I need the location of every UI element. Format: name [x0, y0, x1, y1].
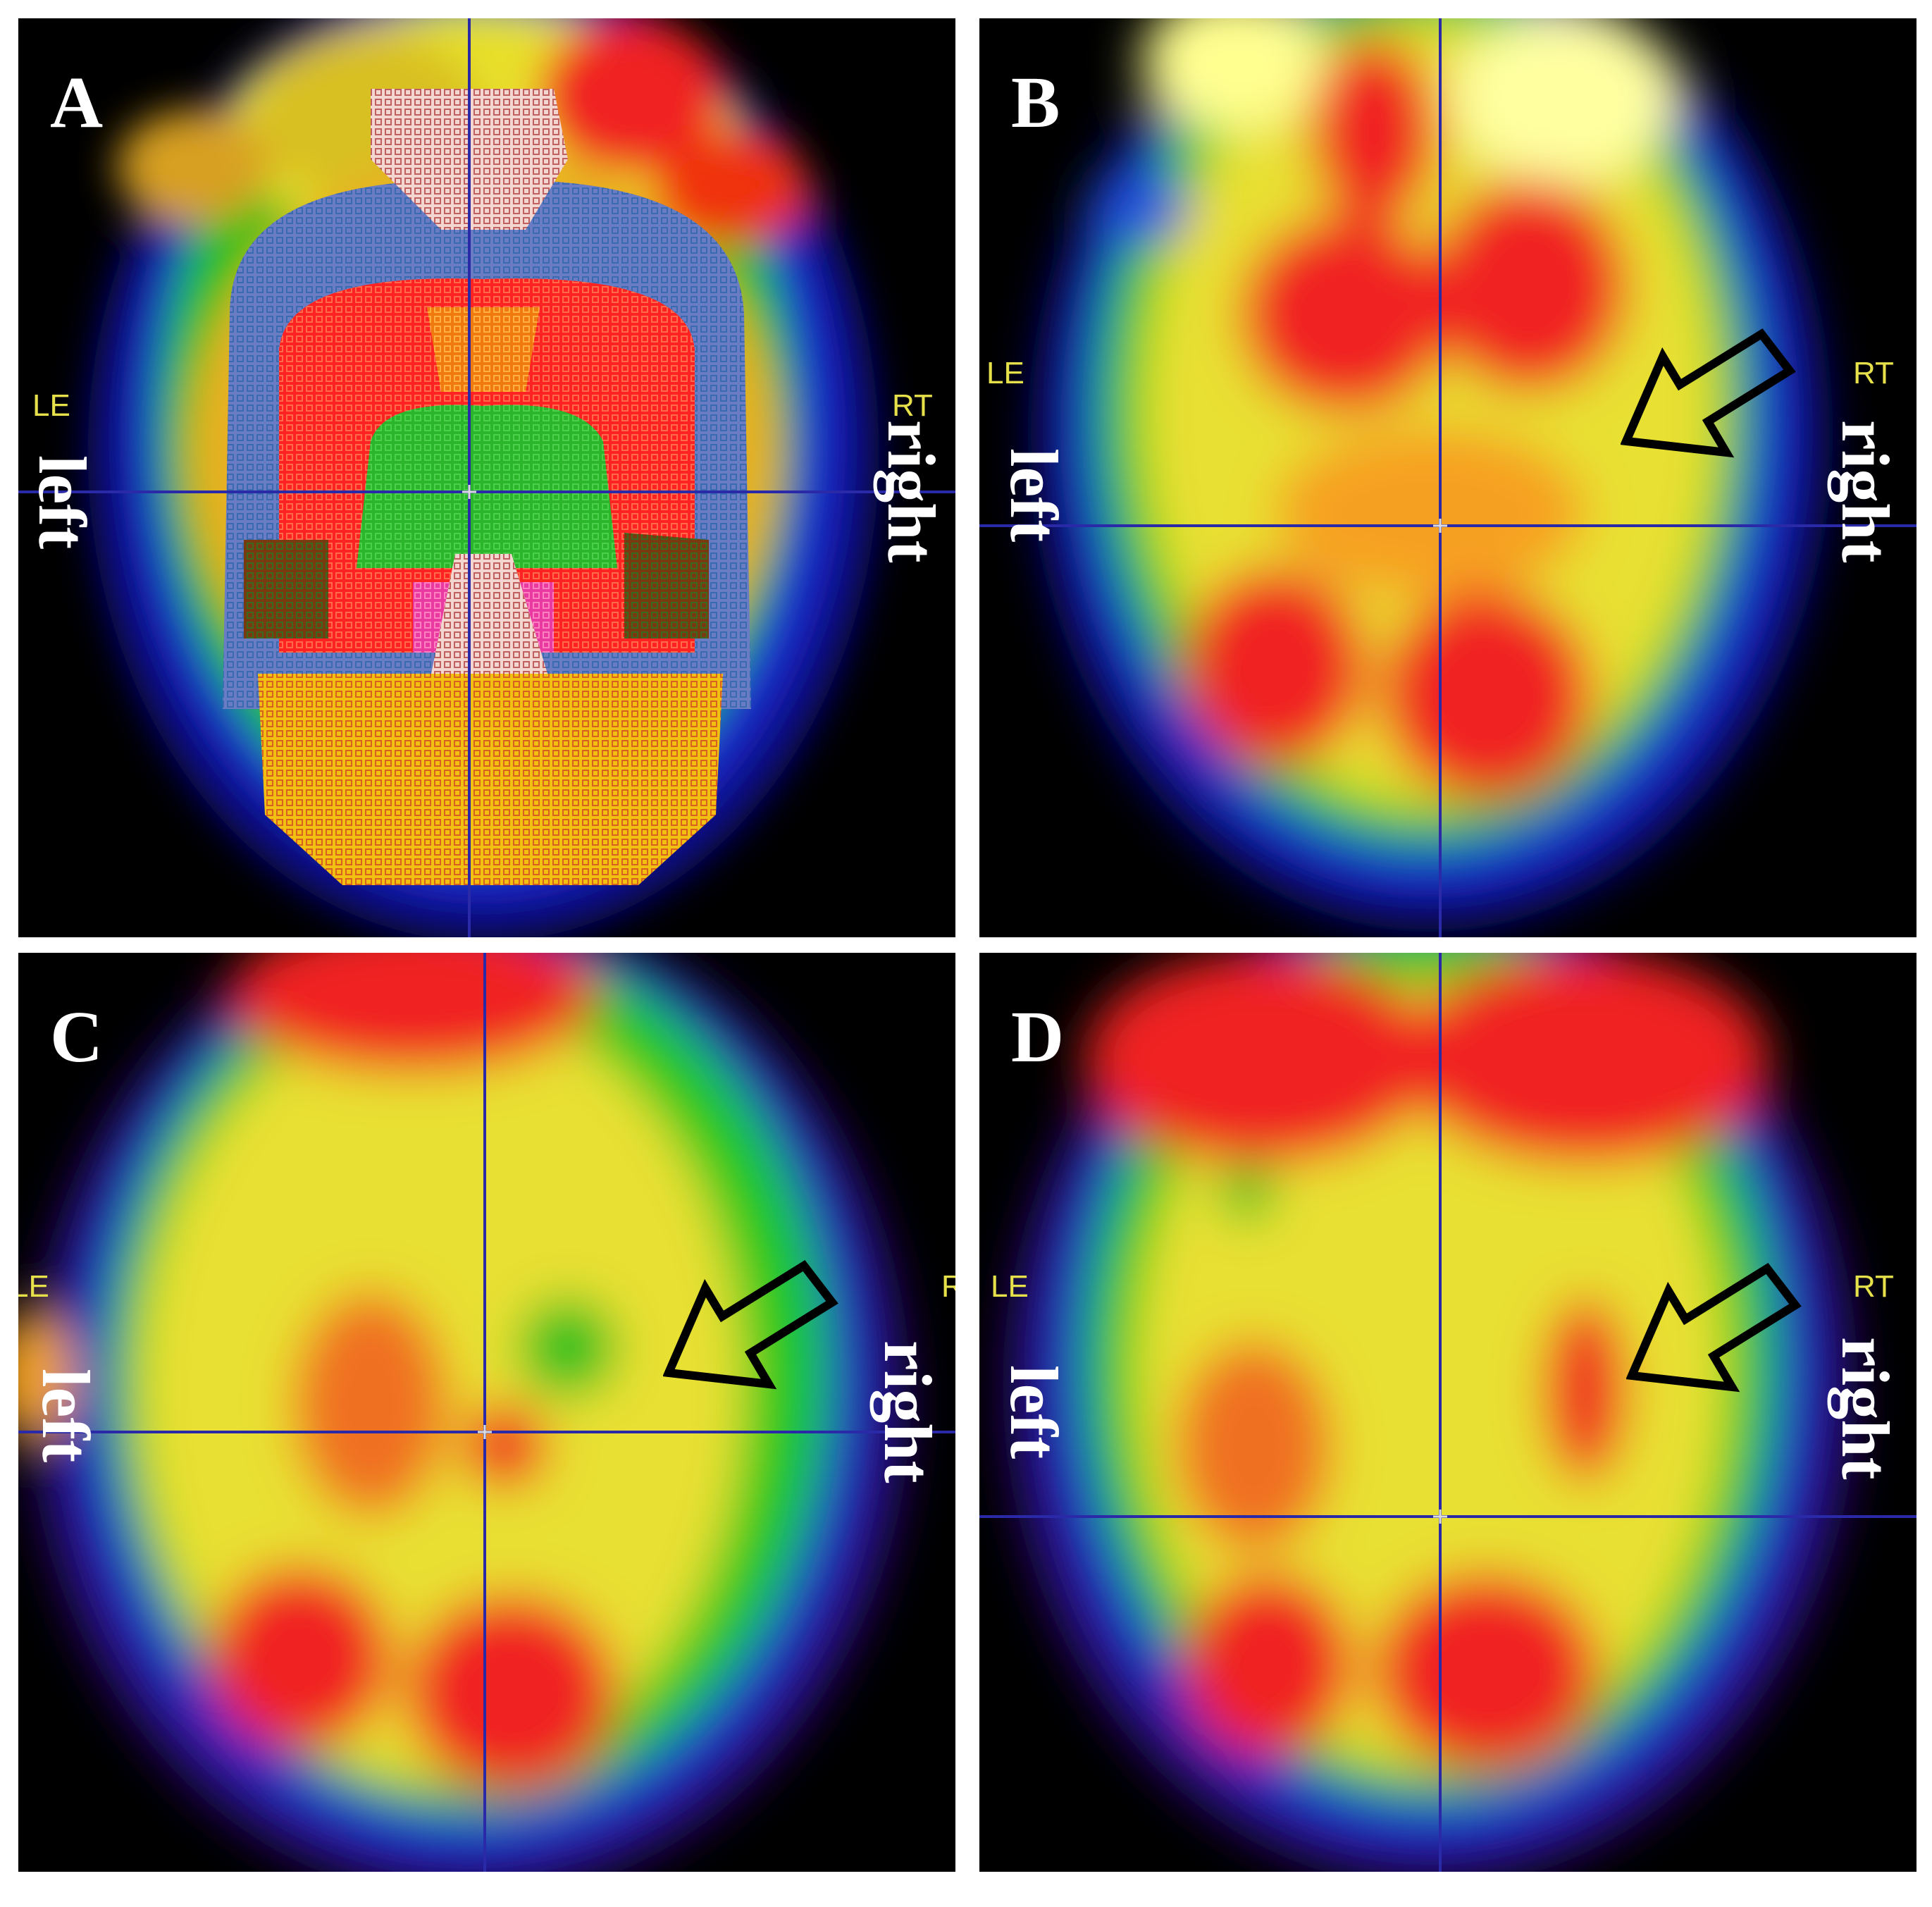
panel-letter: C — [50, 996, 104, 1078]
side-label-right-short: RT — [892, 388, 933, 423]
side-label-right: right — [1828, 420, 1903, 563]
side-label-right: right — [870, 1340, 946, 1483]
panel-letter: D — [1011, 996, 1065, 1078]
side-label-left: left — [996, 1365, 1072, 1459]
arrow-indicator — [1626, 1263, 1802, 1393]
side-label-left: left — [28, 1369, 104, 1463]
panel-letter: B — [1011, 62, 1060, 143]
side-label-left: left — [996, 448, 1072, 543]
side-label-right: right — [874, 420, 949, 563]
panel-a: A LE RT left right — [18, 18, 955, 937]
side-label-right-short: R — [941, 1269, 955, 1304]
brain-scan-image-b — [979, 18, 1916, 937]
side-label-right-short: RT — [1853, 356, 1894, 390]
panel-b: B LE RT left right — [979, 18, 1916, 937]
side-label-left-short: LE — [32, 388, 70, 423]
side-label-left-short: LE — [991, 1269, 1029, 1304]
side-label-left-short: LE — [986, 356, 1024, 390]
brain-scan-image-c — [18, 953, 955, 1872]
side-label-left: left — [25, 455, 100, 550]
side-label-right-short: RT — [1853, 1269, 1894, 1304]
side-label-left-short: LE — [18, 1269, 49, 1304]
panel-c: C LE R left right — [18, 953, 955, 1872]
side-label-right: right — [1828, 1337, 1903, 1480]
arrow-indicator — [1621, 328, 1796, 458]
panel-letter: A — [50, 62, 104, 143]
arrow-indicator — [663, 1260, 838, 1390]
brain-scan-image-a — [18, 18, 955, 937]
panel-d: D LE RT left right — [979, 953, 1916, 1872]
brain-scan-image-d — [979, 953, 1916, 1872]
